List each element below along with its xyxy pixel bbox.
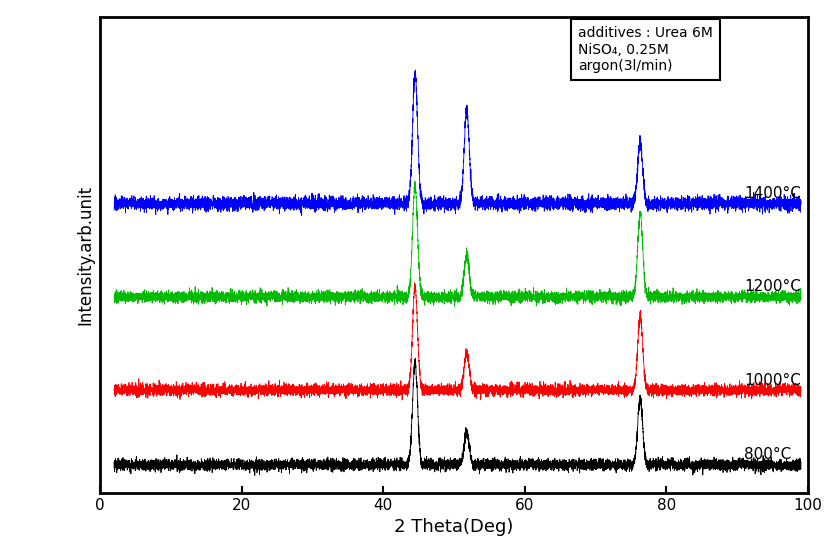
Y-axis label: Intensity.arb.unit: Intensity.arb.unit [77,185,94,325]
X-axis label: 2 Theta(Deg): 2 Theta(Deg) [394,518,514,536]
Text: additives : Urea 6M
NiSO₄, 0.25M
argon(3l/min): additives : Urea 6M NiSO₄, 0.25M argon(3… [578,26,713,73]
Text: 1400°C: 1400°C [745,186,801,201]
Text: 800°C: 800°C [745,447,791,463]
Text: 1200°C: 1200°C [745,279,801,295]
Text: 1000°C: 1000°C [745,373,801,388]
